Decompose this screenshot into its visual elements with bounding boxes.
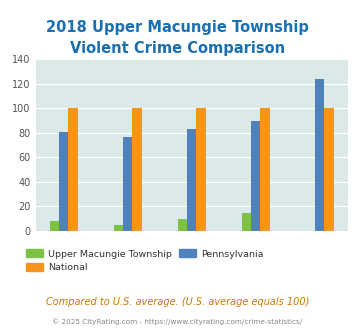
Text: 2018 Upper Macungie Township
Violent Crime Comparison: 2018 Upper Macungie Township Violent Cri… [46,20,309,56]
Text: © 2025 CityRating.com - https://www.cityrating.com/crime-statistics/: © 2025 CityRating.com - https://www.city… [53,318,302,325]
Bar [324,109,334,231]
Bar [114,225,123,231]
Bar [50,221,59,231]
Bar [59,132,69,231]
Bar [196,109,206,231]
Bar [187,129,196,231]
Bar [123,137,132,231]
Legend: Upper Macungie Township, National, Pennsylvania: Upper Macungie Township, National, Penns… [22,246,267,276]
Text: Compared to U.S. average. (U.S. average equals 100): Compared to U.S. average. (U.S. average … [46,297,309,307]
Bar [251,121,260,231]
Bar [132,109,142,231]
Bar [315,79,324,231]
Bar [260,109,270,231]
Bar [178,219,187,231]
Bar [242,213,251,231]
Bar [69,109,78,231]
